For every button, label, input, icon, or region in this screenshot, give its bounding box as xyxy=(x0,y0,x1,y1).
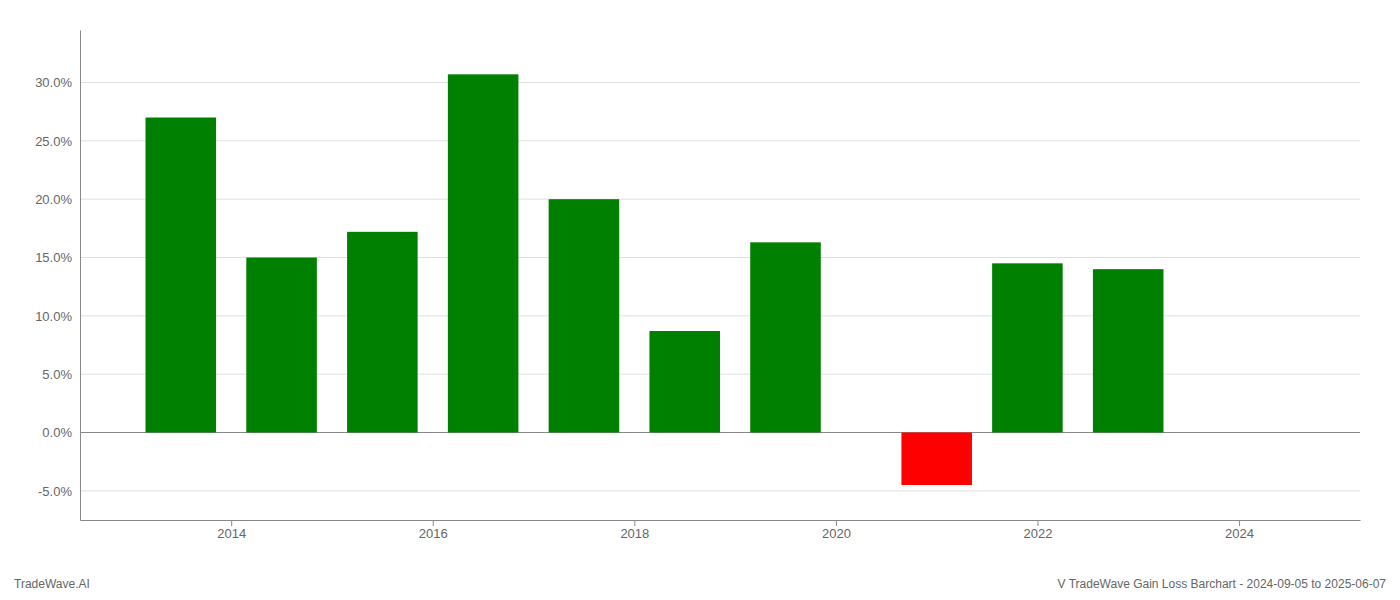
bar xyxy=(901,433,972,486)
y-axis-line xyxy=(80,31,81,521)
bar xyxy=(246,258,317,433)
footer-text: TradeWave.AI xyxy=(14,577,90,591)
y-tick: 30.0% xyxy=(35,75,80,90)
grid-line xyxy=(80,490,1360,491)
bars xyxy=(146,74,1164,485)
bar xyxy=(146,118,217,433)
x-tick-label: 2022 xyxy=(1024,526,1053,541)
bar xyxy=(750,242,821,432)
x-tick-mark xyxy=(1239,520,1240,526)
y-tick: 5.0% xyxy=(42,367,80,382)
x-axis: 2014 2016 2018 2020 2022 2024 xyxy=(81,520,1361,541)
x-tick-label: 2016 xyxy=(419,526,448,541)
x-tick-mark xyxy=(1037,520,1038,526)
grid-line xyxy=(80,199,1360,200)
x-tick-mark xyxy=(634,520,635,526)
grid-line xyxy=(80,82,1360,83)
x-tick-mark xyxy=(231,520,232,526)
x-tick: 2016 xyxy=(419,520,448,541)
grid-line xyxy=(80,140,1360,141)
y-tick-label: 0.0% xyxy=(42,425,72,440)
y-axis: -5.0% 0.0% 5.0% 10.0% 15.0% 20.0% 25.0% 30.0% xyxy=(35,31,80,521)
bar xyxy=(549,199,620,432)
chart: -5.0% 0.0% 5.0% 10.0% 15.0% 20.0% 25.0% 30.0% 20… xyxy=(0,0,1400,600)
y-tick-label: 15.0% xyxy=(35,250,72,265)
x-tick: 2020 xyxy=(822,520,851,541)
y-tick-label: 25.0% xyxy=(35,133,72,148)
y-tick-label: -5.0% xyxy=(38,483,72,498)
x-tick-mark xyxy=(836,520,837,526)
x-tick-label: 2020 xyxy=(822,526,851,541)
bar xyxy=(448,74,519,432)
footer-text: V TradeWave Gain Loss Barchart - 2024-09… xyxy=(1058,577,1387,591)
x-tick: 2018 xyxy=(620,520,649,541)
x-tick-label: 2014 xyxy=(217,526,246,541)
x-tick: 2024 xyxy=(1225,520,1254,541)
y-tick: 25.0% xyxy=(35,133,80,148)
y-tick: 0.0% xyxy=(42,425,80,440)
bar xyxy=(992,263,1063,432)
x-tick-label: 2024 xyxy=(1225,526,1254,541)
y-tick: 20.0% xyxy=(35,192,80,207)
bar xyxy=(347,232,418,433)
x-tick: 2014 xyxy=(217,520,246,541)
grid xyxy=(80,83,1360,491)
y-tick-label: 20.0% xyxy=(35,192,72,207)
x-tick-mark xyxy=(433,520,434,526)
y-tick: 15.0% xyxy=(35,250,80,265)
y-tick: -5.0% xyxy=(38,483,80,498)
y-tick: 10.0% xyxy=(35,308,80,323)
y-tick-label: 5.0% xyxy=(42,367,72,382)
bar xyxy=(1093,269,1164,432)
bar xyxy=(649,331,720,433)
x-axis-line xyxy=(81,520,1361,521)
plot: -5.0% 0.0% 5.0% 10.0% 15.0% 20.0% 25.0% 30.0% 20… xyxy=(35,31,1360,542)
y-tick-label: 30.0% xyxy=(35,75,72,90)
x-tick: 2022 xyxy=(1024,520,1053,541)
y-tick-label: 10.0% xyxy=(35,308,72,323)
x-tick-label: 2018 xyxy=(620,526,649,541)
